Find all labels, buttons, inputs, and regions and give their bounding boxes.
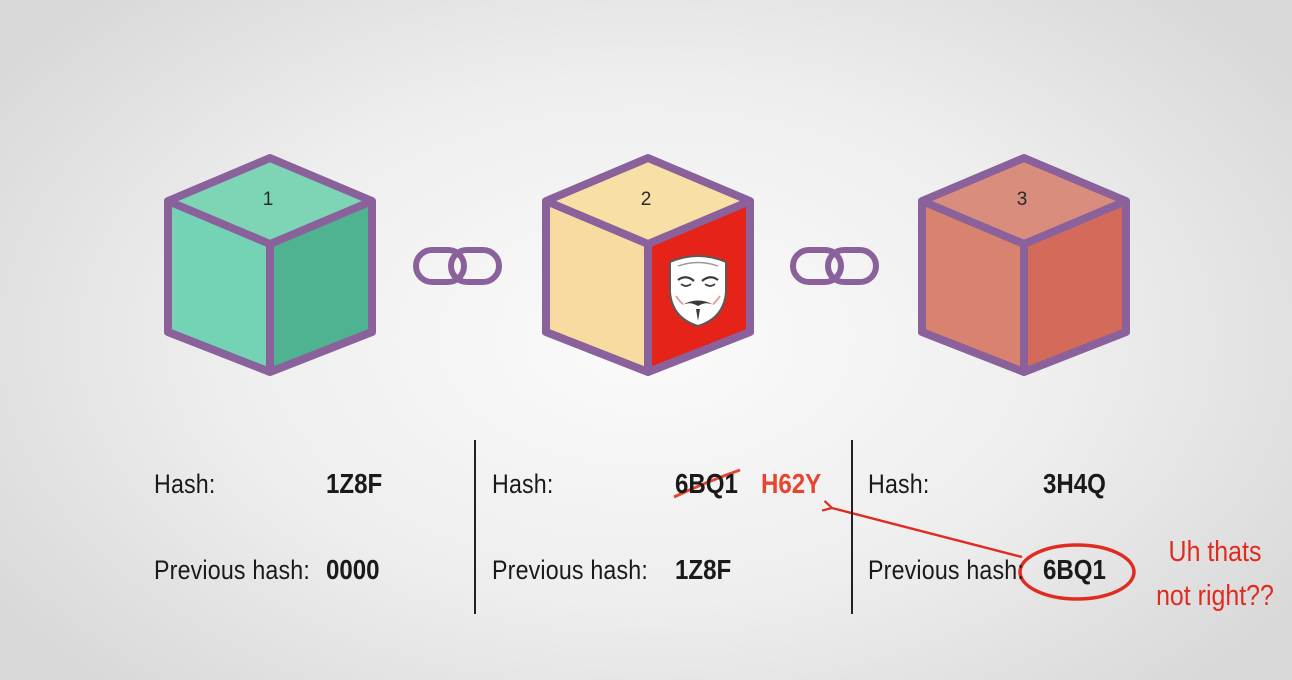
block-1-hash-label: Hash:: [154, 469, 216, 499]
annotation-line-1: Uh thats: [1168, 536, 1262, 568]
block-1-hash-value: 1Z8F: [326, 468, 383, 499]
block-2-prev-hash-label: Previous hash:: [492, 555, 649, 585]
anonymous-mask-icon: [669, 255, 727, 328]
block-2-old-hash-value: 6BQ1: [675, 468, 738, 499]
block-2-cube-left: [546, 201, 648, 372]
annotation-note: Uh thats not right??: [1151, 530, 1280, 618]
block-3-hash-label: Hash:: [868, 469, 930, 499]
block-3-cube-left: [922, 201, 1024, 372]
chain-link-icon: [790, 247, 879, 285]
block-2-new-hash-value: H62Y: [761, 468, 822, 499]
block-3-number: 3: [1017, 189, 1028, 210]
block-1-cube-left: [168, 201, 270, 372]
column-divider: [851, 440, 853, 614]
block-3-prev-hash-label: Previous hash:: [868, 555, 1025, 585]
annotation-circle: [1018, 543, 1136, 601]
block-1-cube: 1: [164, 154, 376, 376]
strikethrough-mark: [673, 468, 741, 499]
block-1-number: 1: [263, 189, 274, 210]
column-divider: [474, 440, 476, 614]
block-1-prev-hash-label: Previous hash:: [154, 555, 311, 585]
block-2-hash-label: Hash:: [492, 469, 554, 499]
block-2-number: 2: [641, 189, 652, 210]
block-1-prev-hash-value: 0000: [326, 554, 380, 585]
block-3-prev-hash-value: 6BQ1: [1043, 554, 1106, 585]
block-2-cube: 2: [542, 154, 754, 376]
block-3-cube: 3: [918, 154, 1130, 376]
block-3-hash-value: 3H4Q: [1043, 468, 1106, 499]
annotation-arrow: [832, 508, 1023, 559]
annotation-line-2: not right??: [1156, 580, 1274, 612]
block-2-prev-hash-value: 1Z8F: [675, 554, 732, 585]
block-3-cube-right: [1024, 201, 1126, 372]
block-1-cube-right: [270, 201, 372, 372]
chain-link-icon: [413, 247, 502, 285]
